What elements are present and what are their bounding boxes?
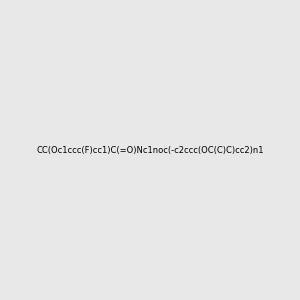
- Text: CC(Oc1ccc(F)cc1)C(=O)Nc1noc(-c2ccc(OC(C)C)cc2)n1: CC(Oc1ccc(F)cc1)C(=O)Nc1noc(-c2ccc(OC(C)…: [36, 146, 264, 154]
